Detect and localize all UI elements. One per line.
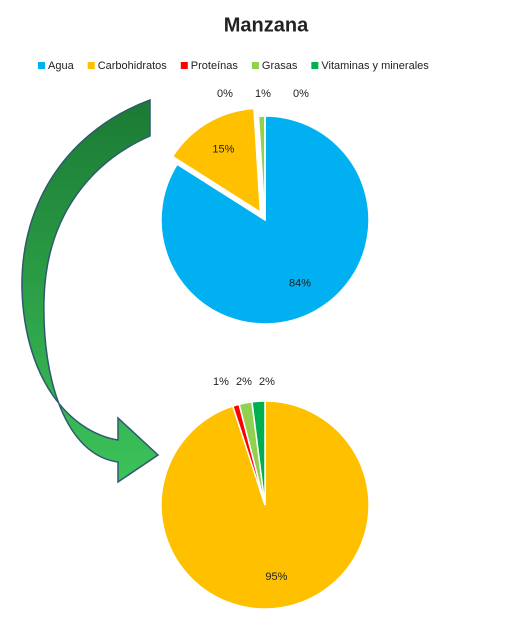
legend-label: Vitaminas y minerales [321, 60, 429, 72]
data-label: 2% [259, 376, 275, 388]
data-label: 0% [293, 88, 309, 100]
legend-swatch [251, 62, 259, 69]
legend-swatch [87, 62, 95, 69]
data-label: 15% [212, 143, 234, 155]
pie-slice [171, 107, 262, 214]
data-label: 2% [236, 376, 252, 388]
legend-swatch [180, 62, 188, 69]
data-label: 95% [265, 571, 287, 583]
pie-slice [160, 115, 370, 325]
legend: Agua Carbohidratos Proteínas Grasas Vitamina… [38, 60, 429, 72]
legend-swatch [38, 62, 45, 69]
legend-label: Agua [48, 60, 75, 72]
data-label: 0% [217, 88, 233, 100]
data-label: 1% [255, 88, 271, 100]
legend-swatch [311, 62, 319, 69]
data-label: 84% [289, 278, 311, 290]
pies: 84% 15% 0% 1% 0% 95% 1% 2% 2% [160, 88, 370, 610]
legend-label: Proteínas [191, 60, 239, 72]
legend-label: Carbohidratos [98, 60, 168, 72]
pie-slice [251, 400, 266, 506]
legend-label: Grasas [262, 60, 298, 72]
chart-title: Manzana [224, 14, 309, 36]
arrow [21, 98, 160, 484]
data-label: 1% [213, 376, 229, 388]
